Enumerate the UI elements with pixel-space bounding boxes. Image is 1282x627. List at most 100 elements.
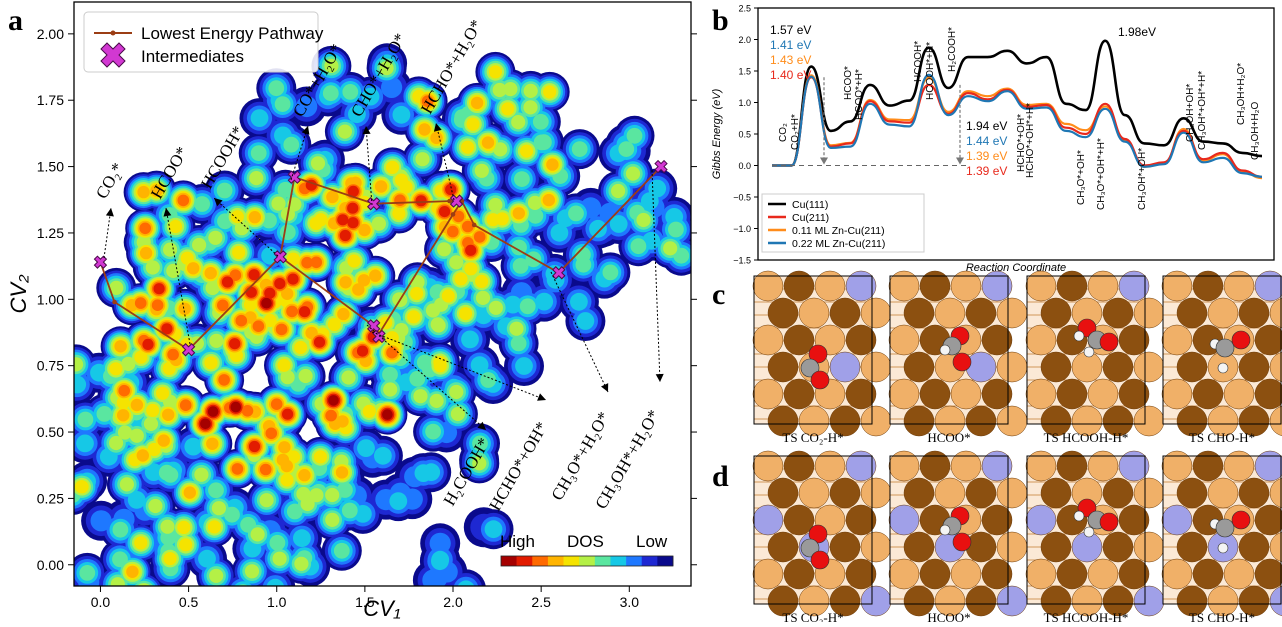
density-blob [310, 256, 323, 269]
surface-atom [919, 270, 951, 302]
surface-atom [752, 558, 784, 590]
density-blob [328, 395, 339, 406]
energy-lines [772, 39, 1263, 180]
y-tick-label: 1.75 [37, 92, 64, 108]
surface-atom [1192, 450, 1224, 482]
panel-letter-d: d [712, 460, 729, 493]
annotation-arrowhead [433, 123, 442, 132]
adsorbate-atom [1083, 526, 1095, 538]
surface-atom [919, 558, 951, 590]
colorbar-high-label: High [500, 532, 535, 551]
density-blob [274, 96, 291, 112]
intermediate-marker-x [273, 250, 287, 264]
density-blob [501, 102, 515, 116]
surface-atom [950, 270, 982, 302]
density-blob [259, 493, 274, 508]
surface-atom [1238, 477, 1270, 509]
surface-atom [903, 585, 935, 617]
intermediate-marker [181, 343, 196, 357]
peak-label: 1.98eV [1118, 25, 1156, 39]
structure-c-2 [1025, 270, 1165, 437]
density-blob [673, 247, 690, 264]
density-blob [630, 238, 647, 255]
state-label: HCOO*+H* [854, 69, 865, 120]
surface-atom [1161, 504, 1193, 536]
state-label: CO₂ [778, 123, 789, 142]
annotation-arrowhead [105, 208, 114, 217]
state-label: HCOOH* [913, 41, 924, 82]
annotation-arrowhead [301, 126, 310, 135]
density-blob [90, 510, 112, 532]
structure-d-1 [888, 450, 1028, 617]
surface-atom [996, 351, 1028, 383]
density-blob [109, 362, 123, 376]
density-blob [450, 406, 465, 422]
density-blob [249, 171, 264, 186]
density-blob [252, 320, 265, 333]
density-blob [129, 428, 144, 443]
colorbar-border [500, 555, 674, 567]
density-blob [394, 323, 409, 338]
state-label: CO₂+H* [790, 114, 801, 150]
density-blob [589, 219, 607, 238]
adsorbate-atom [1099, 332, 1119, 352]
surface-atom [934, 585, 966, 617]
surface-atom [845, 558, 877, 590]
density-blob [271, 196, 286, 211]
density-blob [280, 473, 294, 487]
density-blob [277, 181, 294, 198]
surface-atom [1223, 378, 1255, 410]
density-blob [472, 456, 487, 471]
density-blob [248, 269, 260, 281]
structure-frame [889, 275, 1009, 425]
surface-atom [981, 270, 1013, 302]
annotation-arrow [366, 324, 487, 431]
density-blob [457, 580, 475, 586]
density-blob [163, 552, 177, 566]
density-blob [112, 521, 129, 538]
surface-atom [1087, 558, 1119, 590]
density-blob [194, 196, 211, 212]
surface-atom [1238, 531, 1270, 563]
surface-atom [1254, 504, 1282, 536]
colorbar-mid-label: DOS [567, 532, 604, 551]
x-tick-label: 1.0 [267, 594, 287, 610]
density-blob [488, 300, 503, 315]
surface-atom [767, 297, 799, 329]
density-blob [183, 486, 196, 499]
surface-atom [1133, 297, 1165, 329]
adsorbate-atom [1217, 542, 1229, 554]
surface-atom [752, 324, 784, 356]
annotation-arrow [165, 207, 191, 345]
ylabel-b: Gibbs Energy (eV) [711, 88, 723, 179]
colorbar-swatch [532, 556, 549, 566]
surface-atom [767, 351, 799, 383]
density-blob [512, 258, 529, 274]
density-blob [383, 382, 398, 397]
density-blob [218, 374, 230, 386]
density-blob [200, 418, 211, 430]
density-blob [130, 398, 144, 412]
density-blob [520, 144, 534, 158]
density-blob [335, 466, 349, 479]
pathway-layer [93, 159, 668, 357]
density-blob [76, 434, 94, 453]
density-blob [248, 440, 261, 453]
density-blob [385, 160, 400, 174]
surface-atom [814, 270, 846, 302]
surface-atom [981, 378, 1013, 410]
y-tick-label-b: 1.5 [738, 67, 751, 77]
surface-atom [752, 450, 784, 482]
density-blob [430, 131, 443, 145]
density-blob [229, 338, 241, 350]
surface-atom [860, 585, 892, 617]
density-blob [339, 229, 351, 242]
density-blob [275, 323, 288, 336]
density-blob [117, 409, 130, 422]
density-blob [437, 242, 452, 257]
density-blob [208, 482, 224, 499]
density-blob [110, 577, 125, 586]
surface-atom [783, 324, 815, 356]
density-blob [488, 197, 503, 213]
